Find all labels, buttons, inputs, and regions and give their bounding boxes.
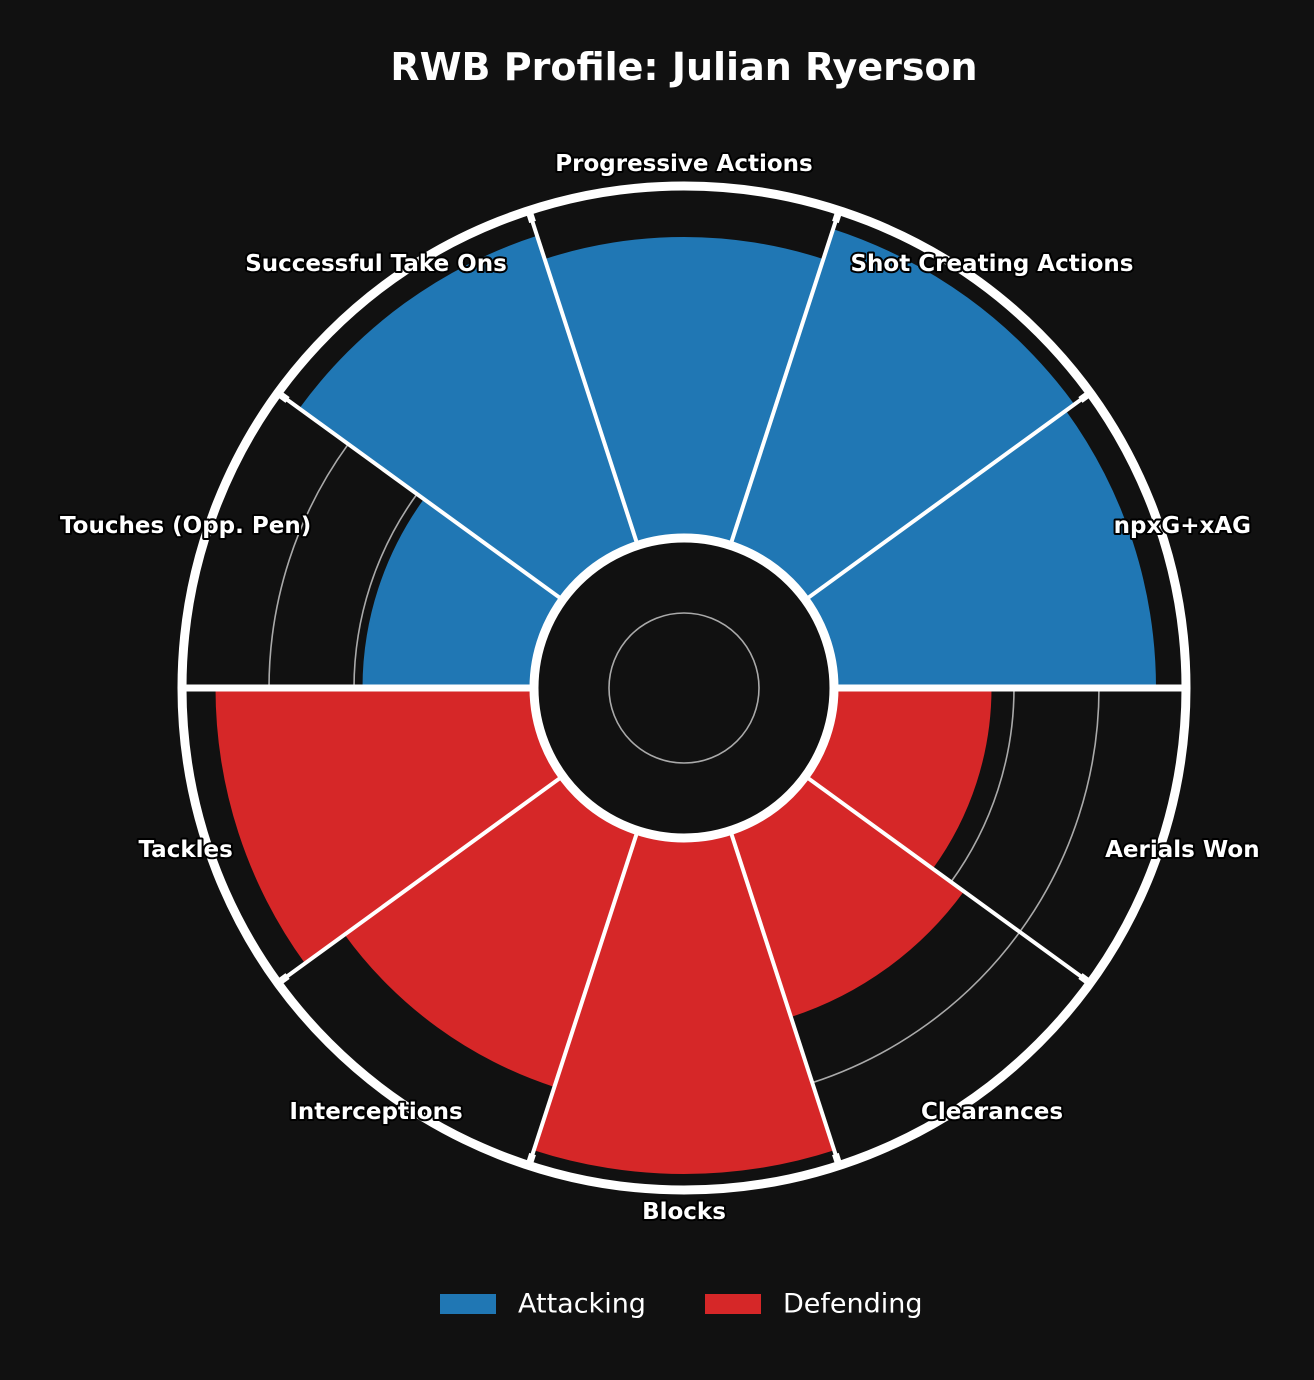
- grid-ring: [1019, 687, 1100, 933]
- inner-grid-ring: [608, 612, 760, 764]
- grid-layer: [268, 443, 1100, 1084]
- bar-shot-creating-actions: [730, 229, 1075, 600]
- bar-aerials-won: [805, 688, 992, 869]
- slice-separator: [527, 211, 639, 544]
- category-label: Interceptions: [289, 1099, 462, 1125]
- bar-npxg-xag: [805, 410, 1156, 688]
- slice-separator: [729, 832, 841, 1165]
- legend: Attacking Defending: [440, 1289, 923, 1320]
- legend-label-defending: Defending: [783, 1289, 923, 1320]
- category-label: Clearances: [921, 1099, 1063, 1125]
- frame-layer: [177, 181, 1191, 1195]
- bar-interceptions: [344, 776, 638, 1087]
- bar-touches-opp-pen: [362, 499, 563, 688]
- legend-label-attacking: Attacking: [518, 1289, 646, 1320]
- category-label: Aerials Won: [1105, 837, 1259, 863]
- grid-ring: [268, 443, 349, 689]
- grid-ring: [950, 687, 1015, 883]
- slice-separator: [278, 776, 562, 984]
- category-label: Successful Take Ons: [245, 251, 507, 277]
- chart-title: RWB Profile: Julian Ryerson: [390, 45, 977, 89]
- category-label: Progressive Actions: [555, 151, 812, 177]
- category-label: Touches (Opp. Pen): [60, 513, 311, 539]
- grid-ring: [811, 931, 1021, 1084]
- labels-layer: npxG+xAG Shot Creating Actions Progressive…: [58, 149, 1262, 1227]
- bar-blocks: [533, 830, 835, 1174]
- category-label: npxG+xAG: [1114, 513, 1251, 539]
- category-label: Tackles: [138, 837, 232, 863]
- slice-separator: [729, 211, 841, 544]
- category-label: Blocks: [642, 1199, 726, 1225]
- slice-separator: [278, 392, 562, 600]
- legend-swatch-defending: [705, 1294, 761, 1314]
- bars-layer: [215, 229, 1156, 1174]
- category-label: Shot Creating Actions: [850, 251, 1133, 277]
- bar-successful-take-ons: [299, 235, 638, 600]
- center-hole: [529, 533, 839, 843]
- slice-separator: [806, 392, 1090, 600]
- legend-swatch-attacking: [440, 1294, 496, 1314]
- slice-separator: [527, 832, 639, 1165]
- grid-ring: [353, 493, 418, 689]
- bar-clearances: [730, 776, 964, 1018]
- outer-ring: [177, 181, 1191, 1195]
- bar-tackles: [215, 688, 563, 964]
- slice-separator: [806, 776, 1090, 984]
